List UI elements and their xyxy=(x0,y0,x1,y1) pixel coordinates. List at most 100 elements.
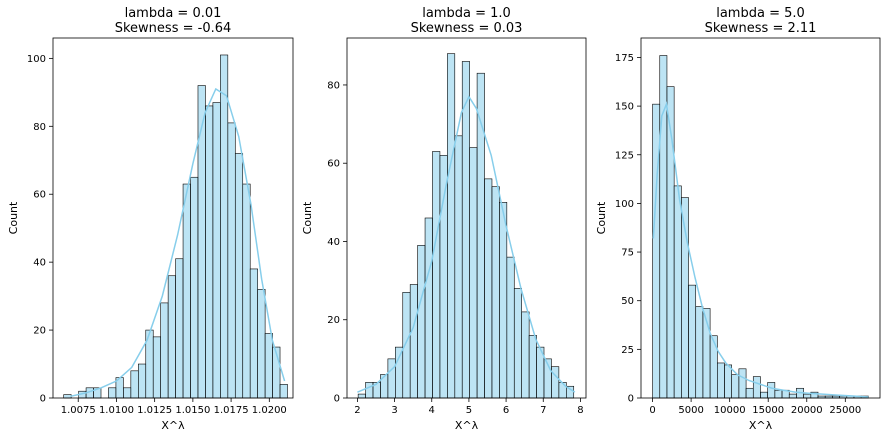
y-tick-label: 40 xyxy=(33,258,46,269)
histogram-bar xyxy=(417,245,426,399)
x-tick-label: 5 xyxy=(466,405,472,416)
chart-panel-3: 0 5000 10000 15000 20000 25000 0 25 50 75 100 125 15… xyxy=(595,6,881,432)
x-tick-label: 25000 xyxy=(829,405,861,416)
histogram-bar xyxy=(803,393,812,399)
x-tick-label: 2 xyxy=(354,405,360,416)
chart-title: lambda = 1.0 xyxy=(422,6,511,21)
histogram-bar xyxy=(257,289,266,399)
y-tick-label: 0 xyxy=(40,394,46,405)
x-tick-label: 15000 xyxy=(752,405,784,416)
x-tick-label: 0 xyxy=(649,405,655,416)
histogram-bar xyxy=(469,147,478,399)
histogram-bar xyxy=(234,153,244,399)
histogram-bar xyxy=(123,387,132,399)
x-tick-label: 1.0150 xyxy=(175,405,210,416)
histogram-bar xyxy=(63,394,72,399)
x-tick-label: 6 xyxy=(503,405,509,416)
histogram-bar xyxy=(528,335,537,399)
histogram-bar xyxy=(688,284,697,399)
histogram-bar xyxy=(499,202,508,399)
histogram-bar xyxy=(249,268,258,399)
histogram-bar xyxy=(432,151,441,399)
y-tick-label: 0 xyxy=(334,394,340,405)
y-axis-label: Count xyxy=(301,201,314,234)
histogram-bar xyxy=(767,382,776,399)
histogram-bar xyxy=(673,185,682,399)
histogram-bar xyxy=(387,358,396,399)
histogram-bar xyxy=(551,366,560,399)
y-tick-label: 80 xyxy=(327,80,340,91)
y-tick-label: 75 xyxy=(621,248,634,259)
plot-frame xyxy=(52,37,294,399)
y-tick-label: 0 xyxy=(628,394,634,405)
histogram-bar xyxy=(264,333,273,399)
histogram-bar xyxy=(175,258,184,399)
histogram-bar xyxy=(731,374,740,399)
histogram-bar xyxy=(521,311,530,399)
x-tick-label: 4 xyxy=(429,405,435,416)
y-tick-label: 20 xyxy=(327,315,340,326)
y-tick-label: 175 xyxy=(615,53,634,64)
y-tick-label: 60 xyxy=(327,159,340,170)
histogram-bar xyxy=(357,393,366,399)
x-axis-label: X^λ xyxy=(749,419,773,432)
x-axis-label: X^λ xyxy=(455,419,479,432)
x-tick-label: 1.0075 xyxy=(61,405,96,416)
x-tick-label: 8 xyxy=(577,405,583,416)
chart-subtitle: Skewness = -0.64 xyxy=(115,21,232,36)
x-tick-label: 1.0200 xyxy=(252,405,287,416)
histogram-bar xyxy=(774,389,783,399)
chart-title: lambda = 5.0 xyxy=(716,6,805,21)
y-tick-label: 150 xyxy=(615,102,634,113)
chart-panel-1: 1.0075 1.0100 1.0125 1.0150 1.0175 1.0200 0 20 4… xyxy=(7,6,294,432)
histogram-bar xyxy=(558,382,567,399)
histogram-bar xyxy=(130,370,139,399)
kde-line xyxy=(357,95,576,393)
kde-line xyxy=(70,87,286,398)
y-tick-label: 50 xyxy=(621,296,634,307)
histogram-bar xyxy=(447,53,456,399)
x-tick-label: 7 xyxy=(540,405,546,416)
histogram-bar xyxy=(402,292,411,399)
plot-frame xyxy=(346,37,587,399)
histogram-bar xyxy=(137,363,147,399)
histogram-bar xyxy=(709,335,718,399)
histogram-bar xyxy=(484,178,493,399)
histogram-bar xyxy=(212,102,221,399)
histogram-bar xyxy=(724,364,732,399)
histogram-bar xyxy=(695,306,704,399)
histogram-bar xyxy=(745,387,754,399)
histogram-bar xyxy=(424,217,433,399)
x-tick-label: 20000 xyxy=(791,405,823,416)
y-tick-label: 100 xyxy=(27,54,46,65)
histogram-bar xyxy=(513,288,522,399)
histogram-bar xyxy=(395,346,404,399)
histogram-bar xyxy=(190,176,199,399)
x-tick-label: 1.0100 xyxy=(99,405,134,416)
y-tick-label: 40 xyxy=(327,237,340,248)
histogram-bar xyxy=(108,387,117,399)
histogram-bar xyxy=(738,368,747,399)
histogram-bar xyxy=(279,384,288,399)
chart-subtitle: Skewness = 2.11 xyxy=(705,21,817,36)
y-tick-label: 20 xyxy=(33,326,46,337)
histogram-bar xyxy=(439,155,448,399)
histogram-bar xyxy=(160,302,169,399)
x-tick-label: 1.0125 xyxy=(137,405,172,416)
histogram-bar xyxy=(167,275,176,399)
histogram-bar xyxy=(365,382,374,399)
histogram-bar xyxy=(717,362,725,399)
y-tick-label: 60 xyxy=(33,190,46,201)
chart-title: lambda = 0.01 xyxy=(125,6,222,21)
x-tick-label: 3 xyxy=(391,405,397,416)
histogram-bar xyxy=(242,183,251,399)
histogram-bar xyxy=(461,61,470,399)
histogram-bar xyxy=(182,183,191,399)
histogram-bar xyxy=(227,122,236,399)
x-axis-label: X^λ xyxy=(161,419,185,432)
histogram-bar xyxy=(760,391,768,399)
histogram-bar xyxy=(788,393,797,399)
histogram-bar xyxy=(752,376,761,399)
